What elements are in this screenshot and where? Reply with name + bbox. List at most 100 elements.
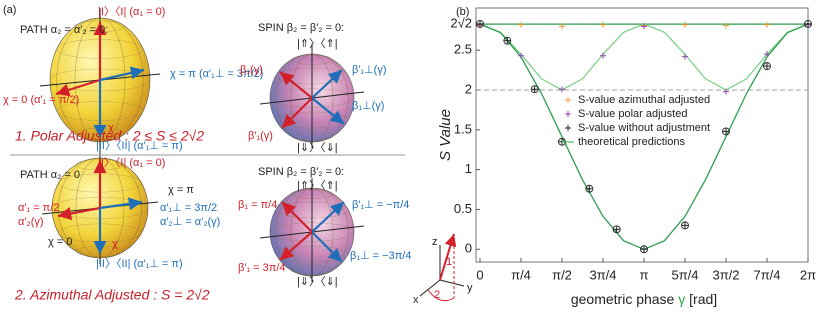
marker-circle	[681, 221, 689, 230]
inset-label: y	[467, 282, 473, 294]
state-label: |I〉〈I| (α₁ = 0)	[98, 156, 165, 169]
angle-label: χ	[108, 122, 114, 134]
panel-label: (b)	[456, 6, 469, 18]
angle-label: β′₁ = 3π/4	[238, 262, 286, 274]
data-point	[723, 22, 729, 29]
angle-label: β₁(γ)	[240, 64, 263, 76]
x-axis-label: geometric phase γ [rad]	[571, 291, 717, 307]
state-label: |I〉〈I| (α₁ = 0)	[98, 5, 165, 18]
data-point	[565, 97, 571, 103]
inset-axis	[439, 279, 465, 287]
marker-cross	[477, 20, 483, 27]
state-arrow	[311, 69, 343, 99]
path-title: PATH α₂ = α′₂ = 0:	[20, 24, 108, 36]
data-point	[763, 62, 771, 71]
data-point	[641, 23, 647, 30]
legend-label: S-value without adjustment	[578, 122, 710, 134]
data-point	[503, 36, 512, 45]
x-tick-label: 2π	[800, 267, 816, 282]
marker-cross	[682, 21, 688, 28]
y-tick-label: 1	[465, 161, 472, 176]
marker-cross	[559, 23, 565, 30]
inset-label: x	[413, 294, 419, 306]
marker-circle	[722, 127, 730, 136]
marker-circle	[612, 225, 621, 234]
legend-label: S-value azimuthal adjusted	[578, 94, 710, 106]
marker-circle	[476, 19, 484, 28]
y-tick-label: 0.5	[454, 201, 472, 216]
data-point	[764, 51, 770, 58]
state-arrow	[279, 71, 313, 99]
marker-cross	[723, 128, 729, 135]
angle-label: χ = π (α′₁⊥ = 3π/2)	[170, 68, 263, 80]
heading: 2. Azimuthal Adjusted : S = 2√2	[14, 287, 210, 303]
angle-label: χ = 0	[48, 236, 72, 248]
legend-label: theoretical predictions	[578, 136, 686, 148]
state-arrow	[311, 97, 345, 125]
marker-cross	[565, 97, 571, 103]
spin-title: SPIN β₂ = β′₂ = 0:	[258, 22, 344, 34]
inset-axis	[419, 279, 441, 297]
marker-circle	[503, 36, 512, 45]
y-tick-label: 2√2	[450, 15, 472, 30]
marker-circle	[763, 62, 771, 71]
inset-arrow	[439, 233, 457, 281]
y-tick-label: 0	[465, 241, 472, 256]
data-point	[518, 52, 524, 59]
state-arrow	[281, 201, 313, 233]
marker-cross	[682, 53, 688, 60]
state-arrow	[55, 78, 101, 97]
data-point	[640, 245, 648, 254]
marker-cross	[641, 23, 647, 30]
angle-label: α′₂(γ)	[18, 216, 44, 228]
x-tick-label: 7π/4	[753, 267, 780, 282]
data-point	[476, 19, 484, 28]
data-point	[559, 86, 565, 93]
data-point	[530, 85, 539, 94]
marker-cross	[586, 185, 593, 192]
x-tick-label: π	[640, 267, 649, 282]
data-point	[585, 184, 594, 193]
marker-cross	[565, 111, 571, 117]
marker-cross	[559, 86, 565, 93]
marker-cross	[518, 21, 524, 28]
marker-cross	[641, 246, 647, 253]
angle-label: β′₁⊥ = −π/4	[352, 199, 409, 211]
marker-cross	[682, 222, 688, 229]
heading: 1. Polar Adjusted : 2 ≤ S ≤ 2√2	[15, 128, 204, 144]
y-tick-label: 2.5	[454, 42, 472, 57]
x-tick-label: π/2	[552, 267, 572, 282]
angle-label: α′₁ = π/2	[18, 202, 59, 214]
marker-cross	[723, 88, 729, 95]
angle-label: β₁ = π/4	[238, 199, 277, 211]
inset-label: 1	[446, 256, 452, 268]
x-axis-label-symbol: γ	[678, 291, 685, 307]
state-arrow	[311, 231, 343, 263]
data-point	[518, 21, 524, 28]
state-arrow	[99, 197, 143, 211]
x-axis-label-text: geometric phase	[571, 291, 675, 307]
marker-cross	[764, 51, 770, 58]
x-tick-label: 3π/4	[589, 267, 616, 282]
marker-circle	[530, 85, 539, 94]
marker-cross	[518, 52, 524, 59]
data-point	[565, 111, 571, 117]
angle-label: β₁⊥ = −3π/4	[350, 250, 411, 262]
marker-cross	[613, 226, 620, 233]
panel-label: (a)	[3, 4, 16, 16]
angle-label: β′₁(γ)	[248, 130, 273, 142]
data-point	[600, 21, 606, 28]
data-point	[600, 52, 606, 59]
y-axis-label: S Value	[437, 109, 454, 161]
legend-label: S-value polar adjusted	[578, 108, 687, 120]
marker-circle	[804, 19, 812, 28]
state-label: |⇑〉〈⇑|	[297, 179, 338, 192]
theory-curve	[479, 23, 809, 91]
data-point	[804, 19, 812, 28]
angle-label: χ	[112, 238, 118, 250]
path-title: PATH α₂ = 0	[20, 169, 80, 181]
marker-cross	[764, 21, 770, 28]
marker-cross	[764, 63, 770, 70]
angle-label: α′₂⊥ = α′₂(γ)	[160, 216, 220, 228]
